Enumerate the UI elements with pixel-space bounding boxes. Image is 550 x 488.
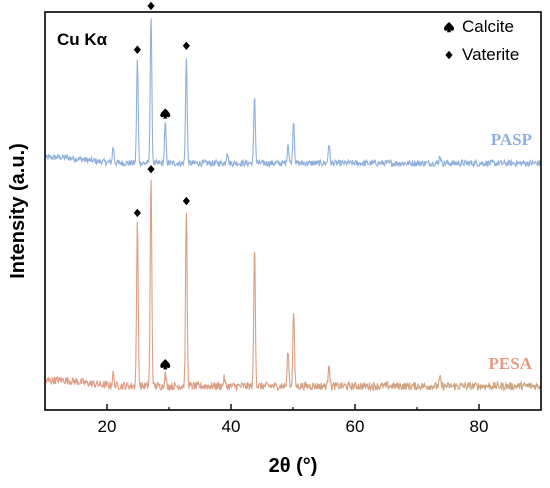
series-label-pesa: PESA bbox=[489, 354, 533, 373]
y-axis-title: Intensity (a.u.) bbox=[7, 143, 29, 279]
peak-marker-pesa-spade-2 bbox=[160, 359, 171, 370]
peak-marker-pesa-diamond-1 bbox=[147, 164, 155, 174]
x-axis-title: 2θ (°) bbox=[269, 455, 318, 477]
legend-marker-calcite bbox=[444, 22, 454, 33]
x-tick-label-40: 40 bbox=[222, 417, 241, 436]
peak-marker-pasp-diamond-1 bbox=[147, 1, 155, 11]
peak-marker-pasp-diamond-3 bbox=[182, 41, 190, 50]
peak-marker-pasp-diamond-0 bbox=[133, 45, 141, 54]
series-label-pasp: PASP bbox=[491, 130, 532, 149]
x-tick-label-60: 60 bbox=[346, 417, 365, 436]
x-tick-label-80: 80 bbox=[470, 417, 489, 436]
x-tick-label-20: 20 bbox=[98, 417, 117, 436]
series-line-pasp bbox=[44, 18, 542, 169]
legend-label-vaterite: Vaterite bbox=[462, 45, 519, 64]
peak-marker-pesa-diamond-0 bbox=[133, 208, 141, 218]
corner-annotation: Cu Kα bbox=[57, 30, 108, 49]
series-line-pesa bbox=[44, 179, 542, 392]
legend-label-calcite: Calcite bbox=[462, 17, 514, 36]
peak-marker-pasp-spade-2 bbox=[160, 108, 171, 119]
peak-marker-pesa-diamond-3 bbox=[182, 196, 190, 206]
legend-marker-vaterite bbox=[445, 50, 453, 60]
